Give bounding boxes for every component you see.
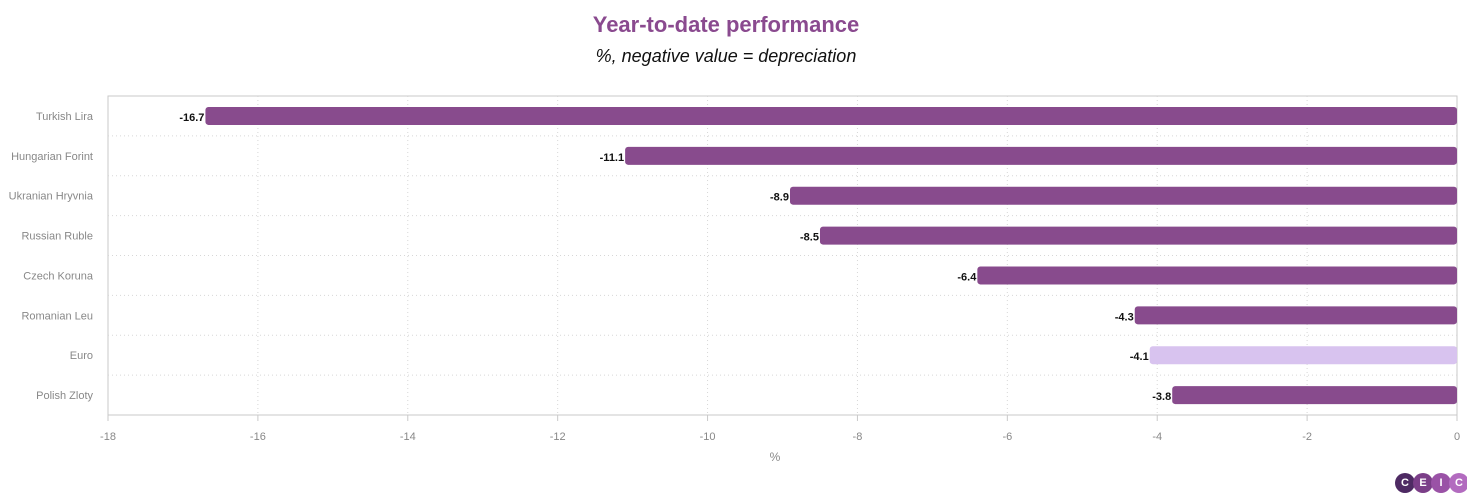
chart-subtitle: %, negative value = depreciation: [595, 46, 857, 66]
bar: [1149, 346, 1457, 365]
bar: [205, 106, 1458, 125]
category-label: Polish Zloty: [36, 390, 93, 402]
bar: [789, 186, 1457, 205]
x-tick-label: -10: [700, 431, 716, 443]
data-label: -4.1: [1130, 351, 1149, 363]
category-label: Romanian Leu: [21, 310, 93, 322]
x-axis-title: %: [770, 450, 781, 464]
bar: [625, 146, 1457, 165]
data-label: -4.3: [1115, 311, 1134, 323]
chart-title: Year-to-date performance: [592, 12, 860, 37]
x-tick-label: -16: [250, 431, 266, 443]
data-label: -16.7: [179, 112, 204, 124]
plot-frame: [107, 95, 1458, 416]
category-label: Turkish Lira: [36, 111, 94, 123]
x-tick-label: -6: [1002, 431, 1012, 443]
category-label: Czech Koruna: [23, 270, 94, 282]
category-label: Hungarian Forint: [11, 151, 93, 163]
logo-letter: E: [1413, 473, 1433, 493]
bar: [1172, 386, 1457, 405]
x-tick-label: -12: [550, 431, 566, 443]
x-tick-label: 0: [1454, 431, 1460, 443]
data-label: -8.9: [770, 192, 789, 204]
category-label: Russian Ruble: [21, 231, 93, 243]
x-tick-label: -18: [100, 431, 116, 443]
x-tick-label: -8: [853, 431, 863, 443]
bar: [977, 266, 1457, 285]
x-tick-label: -14: [400, 431, 416, 443]
logo-letter: C: [1395, 473, 1415, 493]
data-label: -8.5: [800, 232, 819, 244]
data-label: -6.4: [957, 271, 977, 283]
bar: [819, 226, 1457, 245]
category-label: Euro: [70, 350, 93, 362]
x-tick-label: -2: [1302, 431, 1312, 443]
x-tick-label: -4: [1152, 431, 1162, 443]
bar: [1134, 306, 1457, 325]
data-label: -3.8: [1152, 391, 1171, 403]
data-label: -11.1: [600, 152, 624, 164]
logo-letter: I: [1431, 473, 1451, 493]
category-label: Ukranian Hryvnia: [9, 191, 94, 203]
logo-letter: C: [1449, 473, 1467, 493]
